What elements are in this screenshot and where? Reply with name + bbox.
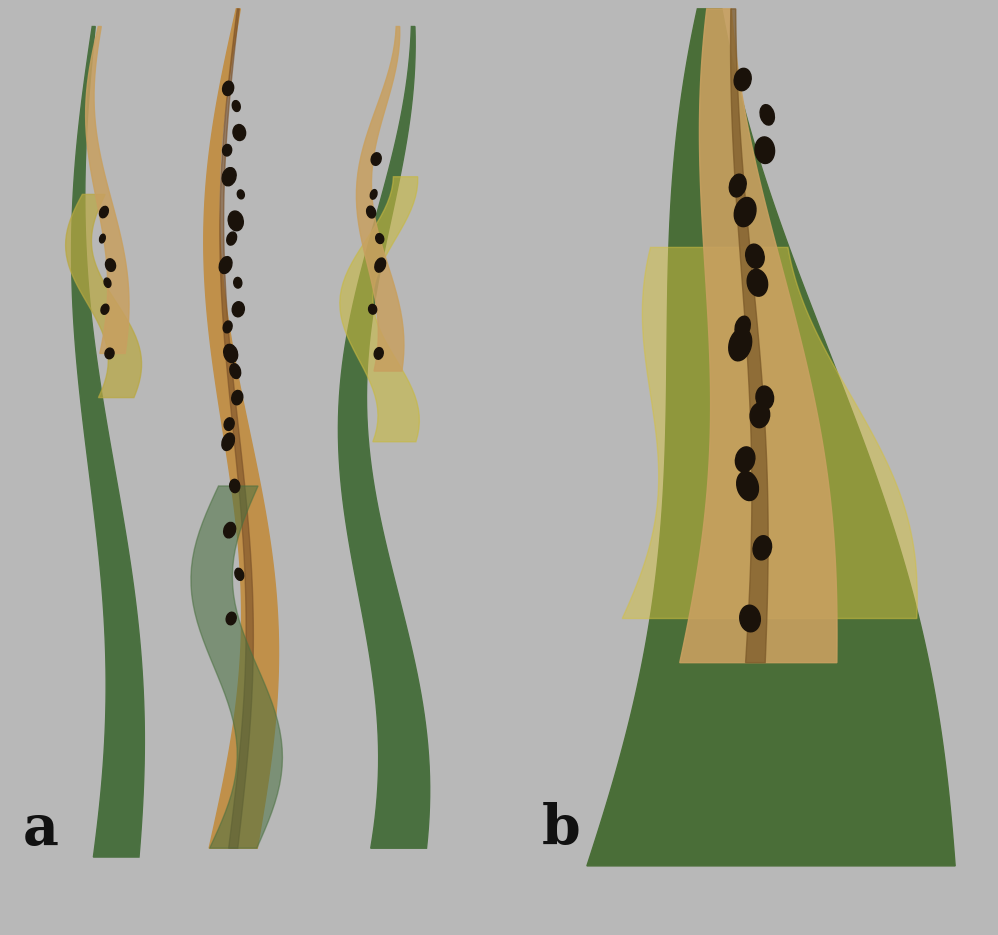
Ellipse shape — [368, 305, 376, 314]
Polygon shape — [220, 8, 253, 848]
Ellipse shape — [100, 207, 109, 218]
Ellipse shape — [740, 605, 760, 632]
Polygon shape — [204, 8, 278, 848]
Polygon shape — [356, 26, 404, 371]
Ellipse shape — [223, 167, 237, 186]
Polygon shape — [338, 26, 430, 848]
Ellipse shape — [746, 244, 764, 268]
Ellipse shape — [101, 304, 109, 314]
Polygon shape — [191, 486, 282, 848]
Text: a: a — [23, 802, 59, 857]
Ellipse shape — [755, 386, 773, 410]
Ellipse shape — [729, 328, 751, 361]
Ellipse shape — [232, 391, 243, 405]
Polygon shape — [86, 26, 129, 353]
Polygon shape — [72, 26, 145, 857]
Ellipse shape — [371, 152, 381, 165]
Ellipse shape — [754, 137, 774, 164]
Polygon shape — [339, 177, 419, 441]
Ellipse shape — [760, 105, 774, 125]
Ellipse shape — [233, 101, 241, 111]
Polygon shape — [66, 194, 142, 397]
Ellipse shape — [223, 144, 232, 156]
Ellipse shape — [223, 81, 234, 95]
Ellipse shape — [225, 418, 235, 430]
Polygon shape — [587, 8, 955, 866]
Ellipse shape — [224, 321, 233, 333]
Ellipse shape — [106, 259, 116, 271]
Ellipse shape — [224, 523, 236, 538]
Ellipse shape — [750, 403, 769, 427]
Ellipse shape — [230, 364, 241, 379]
Ellipse shape — [230, 480, 240, 493]
Ellipse shape — [233, 302, 245, 317]
Ellipse shape — [235, 568, 244, 581]
Polygon shape — [623, 248, 917, 619]
Ellipse shape — [730, 174, 747, 197]
Ellipse shape — [370, 190, 377, 199]
Ellipse shape — [753, 536, 771, 560]
Ellipse shape — [227, 612, 237, 625]
Ellipse shape — [222, 433, 235, 451]
Ellipse shape — [233, 124, 246, 140]
Ellipse shape — [100, 235, 105, 243]
Text: b: b — [541, 802, 580, 857]
Ellipse shape — [736, 316, 750, 338]
Ellipse shape — [366, 206, 375, 218]
Ellipse shape — [224, 344, 238, 363]
Polygon shape — [680, 8, 837, 663]
Ellipse shape — [748, 269, 767, 296]
Ellipse shape — [229, 211, 244, 231]
Ellipse shape — [234, 278, 242, 288]
Ellipse shape — [105, 348, 114, 359]
Ellipse shape — [375, 234, 384, 243]
Ellipse shape — [375, 258, 385, 272]
Ellipse shape — [737, 471, 758, 500]
Ellipse shape — [374, 348, 383, 359]
Ellipse shape — [104, 278, 111, 287]
Ellipse shape — [238, 190, 245, 199]
Ellipse shape — [735, 197, 756, 226]
Ellipse shape — [220, 256, 232, 274]
Polygon shape — [731, 8, 768, 663]
Ellipse shape — [736, 447, 754, 472]
Ellipse shape — [735, 68, 751, 91]
Ellipse shape — [227, 232, 237, 245]
